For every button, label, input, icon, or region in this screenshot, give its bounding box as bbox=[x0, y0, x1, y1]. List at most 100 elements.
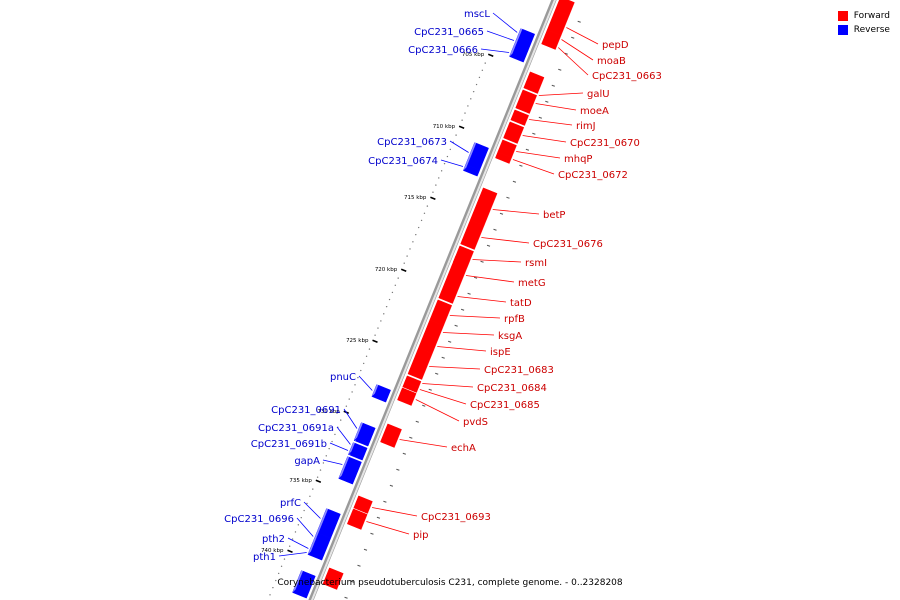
scale-dot bbox=[303, 509, 305, 512]
forward-leader-line bbox=[415, 399, 460, 422]
forward-leader-line bbox=[366, 521, 410, 535]
scale-dot bbox=[388, 298, 391, 301]
forward-leader-line bbox=[561, 39, 594, 61]
forward-gene-label: CpC231_0693 bbox=[421, 512, 491, 523]
minor-tick bbox=[363, 548, 368, 551]
reverse-gene-label: CpC231_0691a bbox=[258, 423, 334, 434]
forward-gene-label: ispE bbox=[490, 347, 511, 358]
forward-gene-label: echA bbox=[451, 443, 476, 454]
legend-reverse: Reverse bbox=[837, 23, 890, 37]
scale-dot bbox=[360, 369, 362, 372]
minor-tick bbox=[467, 292, 471, 295]
minor-tick bbox=[532, 132, 536, 135]
minor-tick bbox=[571, 36, 575, 39]
forward-leader-line bbox=[372, 507, 418, 517]
minor-tick bbox=[473, 276, 478, 279]
forward-leader-line bbox=[566, 27, 599, 45]
scale-dot bbox=[309, 495, 311, 497]
minor-tick bbox=[454, 324, 458, 327]
kbp-tick-mark bbox=[315, 479, 322, 483]
minor-tick bbox=[558, 68, 562, 71]
scale-dot bbox=[478, 76, 481, 79]
reverse-leader-line bbox=[343, 408, 358, 429]
scale-dot bbox=[368, 348, 371, 350]
scale-dot bbox=[348, 398, 350, 400]
scale-dot bbox=[438, 177, 440, 179]
forward-leader-line bbox=[481, 237, 530, 244]
kbp-tick-label: 710 kbp bbox=[433, 124, 456, 130]
forward-gene-block bbox=[407, 347, 436, 380]
minor-tick bbox=[551, 84, 555, 87]
scale-dot bbox=[357, 376, 359, 379]
scale-dot bbox=[446, 155, 449, 158]
forward-gene-label: pip bbox=[413, 530, 428, 541]
minor-tick bbox=[370, 532, 374, 535]
scale-dot bbox=[277, 572, 280, 575]
scale-dot bbox=[455, 134, 457, 136]
scale-dot bbox=[472, 90, 475, 93]
forward-gene-block bbox=[322, 567, 347, 590]
minor-tick bbox=[383, 500, 387, 503]
minor-tick bbox=[519, 164, 523, 167]
minor-tick bbox=[350, 580, 355, 583]
forward-leader-line bbox=[472, 259, 522, 263]
scale-dot bbox=[391, 291, 394, 294]
scale-dot bbox=[423, 212, 426, 214]
forward-gene-block bbox=[438, 283, 462, 304]
scale-dot bbox=[397, 277, 399, 279]
forward-gene-block bbox=[515, 89, 540, 114]
reverse-gene-label: CpC231_0665 bbox=[414, 27, 484, 38]
minor-tick bbox=[422, 404, 426, 407]
forward-gene-block bbox=[346, 508, 371, 530]
legend-reverse-label: Reverse bbox=[853, 25, 890, 35]
reverse-leader-line bbox=[449, 140, 469, 153]
forward-gene-block bbox=[497, 139, 520, 158]
kbp-tick-label: 740 kbp bbox=[261, 548, 284, 554]
forward-leader-line bbox=[512, 159, 555, 175]
minor-tick bbox=[525, 148, 530, 151]
scale-dot bbox=[283, 558, 286, 560]
forward-gene-block bbox=[523, 71, 548, 94]
scale-dot bbox=[319, 469, 322, 471]
minor-tick bbox=[577, 20, 581, 23]
minor-tick bbox=[376, 516, 381, 519]
kbp-tick-mark bbox=[400, 268, 407, 272]
scale-dot bbox=[334, 433, 336, 436]
forward-leader-line bbox=[442, 332, 495, 336]
reverse-gene-label: pth1 bbox=[253, 552, 276, 563]
forward-leader-line bbox=[429, 366, 481, 370]
reverse-leader-line bbox=[440, 159, 464, 167]
reverse-gene-block bbox=[509, 45, 527, 63]
scale-dot bbox=[412, 241, 414, 243]
reverse-leader-line bbox=[278, 552, 307, 557]
scale-dot bbox=[345, 405, 348, 407]
minor-tick bbox=[493, 228, 497, 231]
kbp-tick-mark bbox=[487, 53, 494, 57]
scale-dot bbox=[374, 334, 376, 336]
forward-gene-block bbox=[353, 495, 376, 514]
reverse-leader-line bbox=[480, 48, 510, 53]
reverse-leader-line bbox=[322, 459, 343, 465]
scale-dot bbox=[340, 419, 342, 421]
scale-dot bbox=[331, 440, 333, 443]
scale-dot bbox=[322, 462, 325, 464]
scale-dot bbox=[385, 305, 388, 308]
forward-leader-line bbox=[437, 346, 487, 352]
scale-dot bbox=[432, 191, 434, 193]
backbone-highlight bbox=[310, 0, 557, 600]
minor-tick bbox=[441, 356, 445, 359]
scale-dot bbox=[435, 184, 437, 186]
minor-tick bbox=[512, 180, 517, 183]
forward-gene-label: CpC231_0672 bbox=[558, 170, 628, 181]
reverse-gene-label: CpC231_0691b bbox=[251, 439, 327, 450]
forward-leader-line bbox=[492, 209, 540, 215]
scale-dot bbox=[470, 98, 472, 100]
reverse-gene-label: CpC231_0691 bbox=[271, 405, 341, 416]
legend: Forward Reverse bbox=[837, 9, 890, 37]
forward-gene-label: ksgA bbox=[498, 331, 522, 342]
scale-dot bbox=[464, 112, 466, 114]
forward-gene-label: rpfB bbox=[504, 314, 525, 325]
forward-swatch bbox=[837, 11, 848, 21]
reverse-gene-label: pth2 bbox=[262, 534, 285, 545]
